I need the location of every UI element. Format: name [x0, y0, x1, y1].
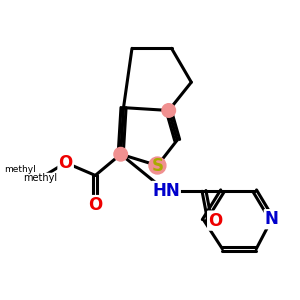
Circle shape — [114, 148, 128, 161]
Circle shape — [149, 157, 166, 174]
Text: methyl: methyl — [23, 173, 57, 183]
Text: O: O — [58, 154, 73, 172]
Text: N: N — [265, 210, 279, 228]
Text: HN: HN — [152, 182, 180, 200]
Text: methyl: methyl — [4, 165, 36, 174]
Text: S: S — [152, 157, 164, 175]
Circle shape — [162, 104, 175, 117]
Text: O: O — [208, 212, 222, 230]
Text: O: O — [88, 196, 102, 214]
